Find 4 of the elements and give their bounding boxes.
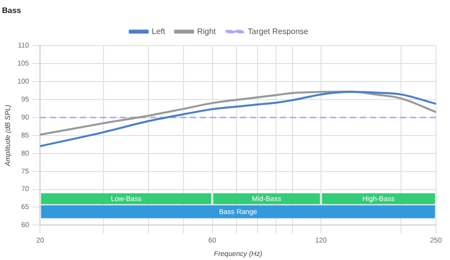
chart-title: Bass bbox=[2, 6, 22, 16]
legend-label: Target Response bbox=[248, 26, 309, 36]
legend-label: Right bbox=[197, 26, 217, 36]
legend-label: Left bbox=[152, 26, 166, 36]
